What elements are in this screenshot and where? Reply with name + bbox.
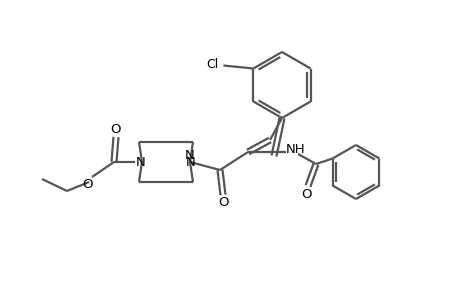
Text: N: N (185, 148, 195, 161)
Text: O: O (83, 178, 93, 190)
Text: O: O (111, 122, 121, 136)
Text: N: N (186, 155, 196, 169)
Text: Cl: Cl (206, 58, 218, 71)
Text: N: N (136, 155, 146, 169)
Text: NH: NH (285, 142, 305, 155)
Text: O: O (218, 196, 229, 209)
Text: O: O (301, 188, 312, 200)
